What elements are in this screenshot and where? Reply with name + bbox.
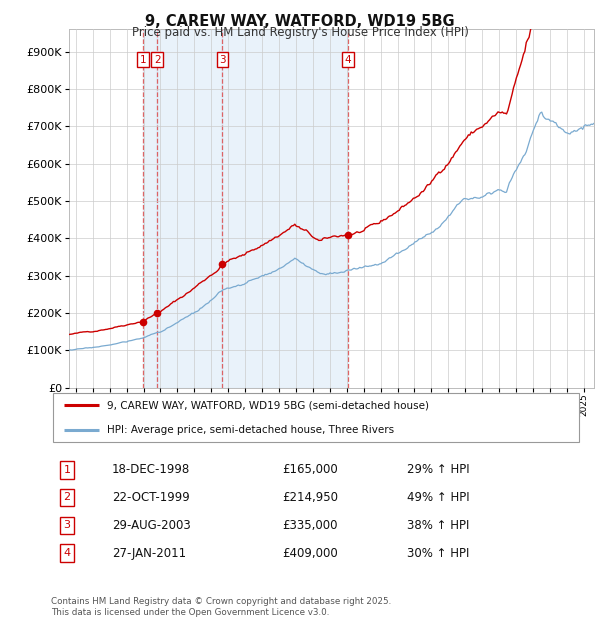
Text: 29% ↑ HPI: 29% ↑ HPI	[407, 464, 469, 476]
Text: 30% ↑ HPI: 30% ↑ HPI	[407, 547, 469, 559]
Text: 3: 3	[64, 520, 70, 530]
Bar	[157, 29, 223, 387]
Text: £165,000: £165,000	[282, 464, 338, 476]
Text: 1: 1	[64, 465, 70, 475]
Bar	[143, 29, 157, 387]
Text: 2: 2	[64, 492, 70, 502]
FancyBboxPatch shape	[53, 393, 579, 442]
Text: 18-DEC-1998: 18-DEC-1998	[112, 464, 190, 476]
Text: 9, CAREW WAY, WATFORD, WD19 5BG: 9, CAREW WAY, WATFORD, WD19 5BG	[145, 14, 455, 29]
Text: 4: 4	[64, 548, 70, 558]
Bar	[223, 29, 348, 387]
Text: 1: 1	[140, 55, 146, 64]
Text: 2: 2	[154, 55, 161, 64]
Text: HPI: Average price, semi-detached house, Three Rivers: HPI: Average price, semi-detached house,…	[107, 425, 394, 435]
Text: £214,950: £214,950	[282, 491, 338, 503]
Text: 29-AUG-2003: 29-AUG-2003	[112, 519, 191, 531]
Text: 4: 4	[344, 55, 351, 64]
Text: Contains HM Land Registry data © Crown copyright and database right 2025.
This d: Contains HM Land Registry data © Crown c…	[51, 598, 391, 617]
Text: 38% ↑ HPI: 38% ↑ HPI	[407, 519, 469, 531]
Text: Price paid vs. HM Land Registry's House Price Index (HPI): Price paid vs. HM Land Registry's House …	[131, 26, 469, 39]
Text: 27-JAN-2011: 27-JAN-2011	[112, 547, 186, 559]
Text: 9, CAREW WAY, WATFORD, WD19 5BG (semi-detached house): 9, CAREW WAY, WATFORD, WD19 5BG (semi-de…	[107, 401, 429, 410]
Text: £409,000: £409,000	[282, 547, 338, 559]
Text: 22-OCT-1999: 22-OCT-1999	[112, 491, 190, 503]
Text: 49% ↑ HPI: 49% ↑ HPI	[407, 491, 469, 503]
Text: £335,000: £335,000	[282, 519, 337, 531]
Text: 3: 3	[219, 55, 226, 64]
